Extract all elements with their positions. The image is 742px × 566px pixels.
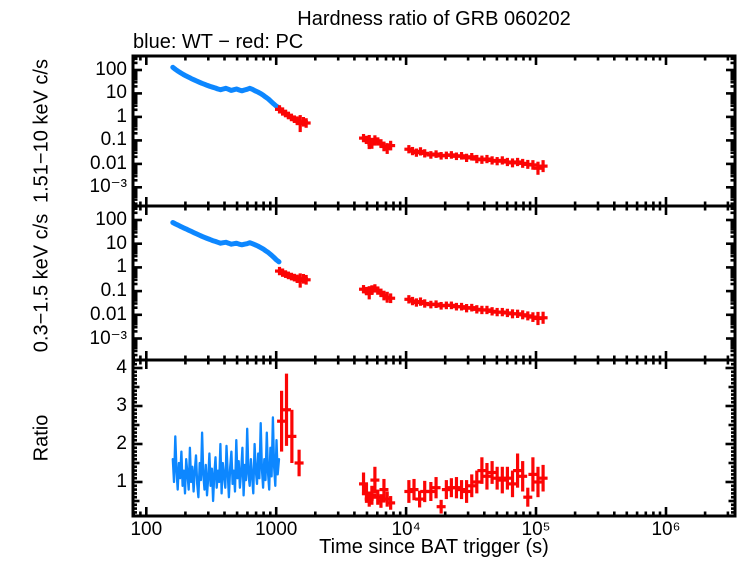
series-PC-panel2 <box>277 373 548 514</box>
y-tick-label: 10⁻³ <box>89 327 128 349</box>
x-tick-label: 1000 <box>255 519 298 540</box>
x-axis-label: Time since BAT trigger (s) <box>319 536 549 558</box>
chart-legend: blue: WT − red: PC <box>133 31 304 53</box>
series-PC-panel0 <box>275 105 548 175</box>
series-WT-panel1 <box>170 220 282 265</box>
y-tick-label: 4 <box>116 356 127 378</box>
y-tick-label: 100 <box>95 58 127 80</box>
x-tick-label: 10⁵ <box>521 519 551 540</box>
series-WT-panel0 <box>170 64 282 111</box>
y-tick-label: 0.01 <box>90 303 127 325</box>
series-WT-panel2 <box>171 416 281 503</box>
y-tick-label: 1 <box>116 256 127 278</box>
x-tick-label: 10⁴ <box>391 519 421 540</box>
y-tick-label: 10⁻³ <box>89 176 128 198</box>
y-tick-label: 3 <box>116 394 127 416</box>
y-tick-label: 0.1 <box>100 280 127 302</box>
chart-title: Hardness ratio of GRB 060202 <box>297 8 571 30</box>
x-tick-label: 100 <box>130 519 163 540</box>
y-tick-label: 1 <box>116 105 127 127</box>
y-tick-label: 10 <box>105 232 127 254</box>
y-tick-label: 2 <box>116 432 127 454</box>
x-tick-label: 10⁶ <box>651 519 681 540</box>
y-tick-label: 100 <box>95 208 127 230</box>
y-tick-label: 1 <box>116 470 127 492</box>
series-PC-panel1 <box>275 266 548 326</box>
y-tick-label: 0.1 <box>100 129 127 151</box>
y-tick-label: 10 <box>105 82 127 104</box>
y-tick-label: 0.01 <box>90 152 127 174</box>
